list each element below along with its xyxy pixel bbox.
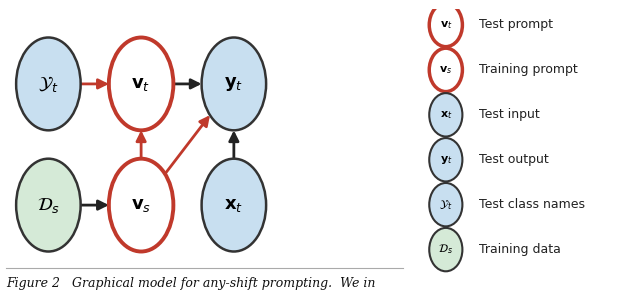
Text: $\mathcal{D}_s$: $\mathcal{D}_s$ bbox=[37, 196, 60, 214]
Text: Training prompt: Training prompt bbox=[479, 63, 578, 76]
Text: Test class names: Test class names bbox=[479, 198, 585, 211]
Ellipse shape bbox=[109, 38, 173, 130]
Text: $\mathcal{D}_s$: $\mathcal{D}_s$ bbox=[438, 243, 453, 256]
Text: Training data: Training data bbox=[479, 243, 561, 256]
Ellipse shape bbox=[429, 183, 463, 226]
Ellipse shape bbox=[16, 38, 81, 130]
Text: Test input: Test input bbox=[479, 108, 540, 121]
Text: Figure 2   Graphical model for any-shift prompting.  We in: Figure 2 Graphical model for any-shift p… bbox=[6, 277, 376, 290]
Text: $\mathcal{Y}_t$: $\mathcal{Y}_t$ bbox=[38, 74, 59, 94]
Ellipse shape bbox=[429, 138, 463, 181]
Ellipse shape bbox=[429, 3, 463, 47]
Text: $\mathbf{v}_t$: $\mathbf{v}_t$ bbox=[131, 75, 151, 93]
Text: $\mathbf{v}_s$: $\mathbf{v}_s$ bbox=[439, 64, 452, 76]
Text: Test prompt: Test prompt bbox=[479, 18, 553, 31]
Text: $\mathbf{x}_t$: $\mathbf{x}_t$ bbox=[224, 196, 243, 214]
Ellipse shape bbox=[109, 159, 173, 251]
Text: $\mathbf{y}_t$: $\mathbf{y}_t$ bbox=[224, 75, 243, 93]
Text: $\mathbf{v}_t$: $\mathbf{v}_t$ bbox=[440, 19, 452, 31]
Text: $\mathbf{x}_t$: $\mathbf{x}_t$ bbox=[440, 109, 452, 121]
Text: $\mathbf{y}_t$: $\mathbf{y}_t$ bbox=[440, 154, 452, 166]
Text: Test output: Test output bbox=[479, 153, 548, 166]
Text: $\mathbf{v}_s$: $\mathbf{v}_s$ bbox=[131, 196, 151, 214]
Text: $\mathcal{Y}_t$: $\mathcal{Y}_t$ bbox=[439, 198, 452, 212]
Ellipse shape bbox=[202, 38, 266, 130]
Ellipse shape bbox=[202, 159, 266, 251]
Ellipse shape bbox=[429, 48, 463, 92]
Ellipse shape bbox=[16, 159, 81, 251]
Ellipse shape bbox=[429, 93, 463, 137]
Ellipse shape bbox=[429, 228, 463, 271]
